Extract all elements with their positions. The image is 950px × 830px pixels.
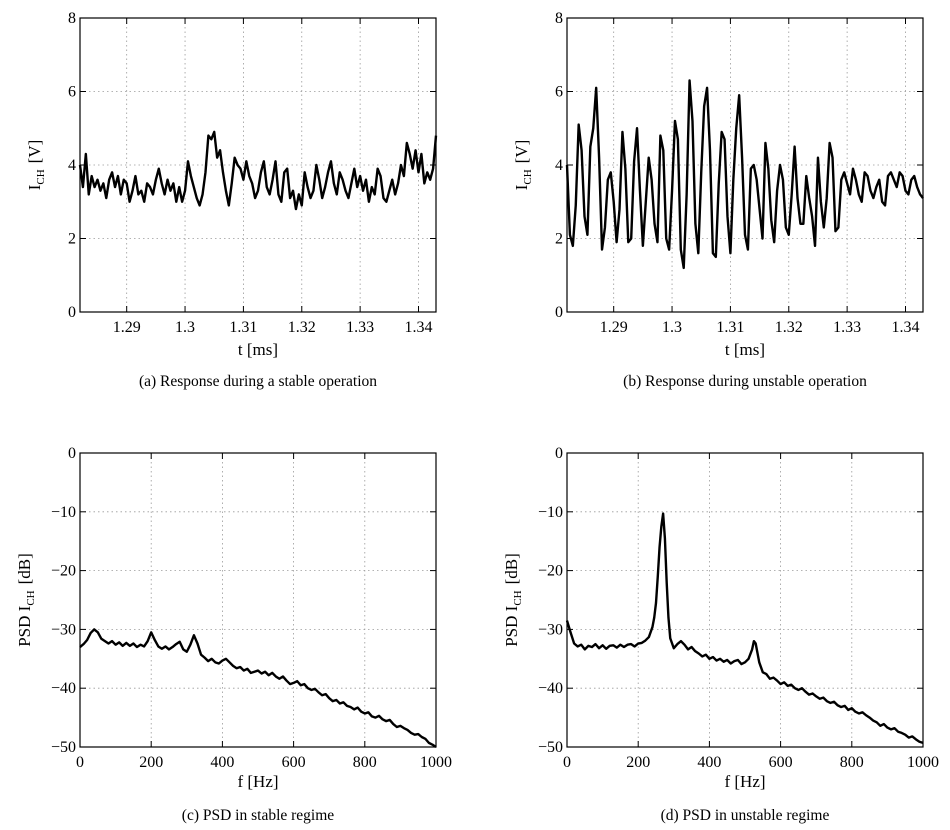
panel-d-ytick-label: −20 xyxy=(538,563,563,580)
panel-c-xtick-label: 200 xyxy=(139,754,163,771)
panel-b-xtick-label: 1.31 xyxy=(716,319,744,336)
panel-b-xtick-label: 1.33 xyxy=(833,319,861,336)
panel-d-caption: (d) PSD in unstable regime xyxy=(661,807,830,824)
panel-c-ytick-label: −20 xyxy=(51,563,76,580)
panel-d-xtick-label: 400 xyxy=(697,754,721,771)
panel-a-xtick-label: 1.29 xyxy=(113,319,141,336)
panel-b-ytick-label: 2 xyxy=(555,231,563,248)
panel-a-ylabel-sub: CH xyxy=(35,169,47,184)
panel-a-caption: (a) Response during a stable operation xyxy=(139,373,377,390)
panel-c-xtick-label: 800 xyxy=(353,754,377,771)
panel-d-grid xyxy=(567,453,923,747)
panel-a-ticks: 1.29 1.3 1.31 1.32 1.33 1.34 0 2 4 6 8 xyxy=(68,10,436,336)
panel-b-ytick-label: 0 xyxy=(555,304,563,321)
panel-b: 1.29 1.3 1.31 1.32 1.33 1.34 0 2 4 6 8 t [ms] ICH [… xyxy=(512,10,924,390)
panel-a-ytick-label: 8 xyxy=(68,10,76,27)
panel-b-ytick-label: 8 xyxy=(555,10,563,27)
panel-a-series-line xyxy=(78,130,438,211)
panel-a-ytick-label: 0 xyxy=(68,304,76,321)
panel-c-ytick-label: −10 xyxy=(51,504,76,521)
panel-d: 0 200 400 600 800 1000 −50 −40 −30 −20 −10 0 f [Hz]… xyxy=(502,445,939,824)
panel-a-ylabel-unit: [V] xyxy=(25,140,44,164)
panel-b-xtick-label: 1.29 xyxy=(600,319,628,336)
panel-d-series-line xyxy=(565,512,924,745)
panel-c: 0 200 400 600 800 1000 −50 −40 −30 −20 −10 0 f [Hz]… xyxy=(15,445,452,824)
panel-b-ylabel: ICH [V] xyxy=(512,140,534,191)
panel-d-xtick-label: 600 xyxy=(769,754,793,771)
panel-d-ytick-label: −30 xyxy=(538,621,563,638)
panel-d-ytick-label: −50 xyxy=(538,739,563,756)
panel-c-xtick-label: 0 xyxy=(76,754,84,771)
panel-c-ytick-label: −50 xyxy=(51,739,76,756)
panel-d-xtick-label: 800 xyxy=(840,754,864,771)
panel-c-series-line xyxy=(79,628,437,749)
panel-c-xtick-label: 1000 xyxy=(420,754,452,771)
panel-c-ticks: 0 200 400 600 800 1000 −50 −40 −30 −20 −10 0 xyxy=(51,445,452,771)
panel-c-ytick-label: −40 xyxy=(51,680,76,697)
panel-b-xtick-label: 1.3 xyxy=(662,319,682,336)
panel-a-grid xyxy=(80,18,436,312)
panel-d-xtick-label: 1000 xyxy=(907,754,939,771)
panel-a-ylabel-main: I xyxy=(25,184,44,190)
panel-d-ylabel-unit: [dB] xyxy=(502,553,521,584)
panel-d-ylabel-main: PSD I xyxy=(502,605,521,646)
panel-b-ytick-label: 4 xyxy=(555,157,563,174)
panel-d-ylabel-sub: CH xyxy=(512,590,524,605)
panel-d-ytick-label: 0 xyxy=(555,445,563,462)
panel-a-ytick-label: 4 xyxy=(68,157,76,174)
panel-c-caption: (c) PSD in stable regime xyxy=(182,807,335,824)
panel-a-xtick-label: 1.3 xyxy=(175,319,195,336)
panel-b-xtick-label: 1.34 xyxy=(891,319,919,336)
panel-c-xtick-label: 600 xyxy=(282,754,306,771)
panel-c-ylabel-sub: CH xyxy=(25,590,37,605)
panel-c-xlabel: f [Hz] xyxy=(237,772,278,791)
panel-b-ylabel-unit: [V] xyxy=(512,140,531,164)
panel-b-ylabel-sub: CH xyxy=(522,169,534,184)
panel-b-xtick-label: 1.32 xyxy=(775,319,803,336)
panel-d-ticks: 0 200 400 600 800 1000 −50 −40 −30 −20 −10 0 xyxy=(538,445,939,771)
panel-a: 1.29 1.3 1.31 1.32 1.33 1.34 0 2 4 6 8 t [ms] ICH [… xyxy=(25,10,438,390)
panel-b-grid xyxy=(567,18,923,312)
panel-c-grid xyxy=(80,453,436,747)
panel-d-ylabel: PSD ICH [dB] xyxy=(502,553,524,647)
panel-c-ylabel-unit: [dB] xyxy=(15,553,34,584)
panel-d-ytick-label: −40 xyxy=(538,680,563,697)
panel-a-xtick-label: 1.34 xyxy=(404,319,432,336)
panel-a-xtick-label: 1.31 xyxy=(229,319,257,336)
panel-d-xlabel: f [Hz] xyxy=(724,772,765,791)
panel-a-xtick-label: 1.32 xyxy=(288,319,316,336)
panel-a-xtick-label: 1.33 xyxy=(346,319,374,336)
panel-b-ytick-label: 6 xyxy=(555,84,563,101)
panel-a-ytick-label: 2 xyxy=(68,231,76,248)
panel-b-ticks: 1.29 1.3 1.31 1.32 1.33 1.34 0 2 4 6 8 xyxy=(555,10,923,336)
panel-b-caption: (b) Response during unstable operation xyxy=(623,373,867,390)
panel-a-xlabel: t [ms] xyxy=(238,340,278,359)
panel-c-xtick-label: 400 xyxy=(210,754,234,771)
panel-a-ytick-label: 6 xyxy=(68,84,76,101)
panel-a-ylabel: ICH [V] xyxy=(25,140,47,191)
panel-c-plot-frame xyxy=(79,452,437,748)
panel-b-ylabel-main: I xyxy=(512,184,531,190)
panel-d-xtick-label: 200 xyxy=(626,754,650,771)
panel-b-series-line xyxy=(565,79,924,270)
panel-c-ytick-label: −30 xyxy=(51,621,76,638)
panel-d-xtick-label: 0 xyxy=(563,754,571,771)
panel-c-ylabel: PSD ICH [dB] xyxy=(15,553,37,647)
panel-c-ylabel-main: PSD I xyxy=(15,605,34,646)
panel-b-xlabel: t [ms] xyxy=(725,340,765,359)
panel-d-ytick-label: −10 xyxy=(538,504,563,521)
panel-c-ytick-label: 0 xyxy=(68,445,76,462)
panel-d-plot-frame xyxy=(566,452,924,748)
